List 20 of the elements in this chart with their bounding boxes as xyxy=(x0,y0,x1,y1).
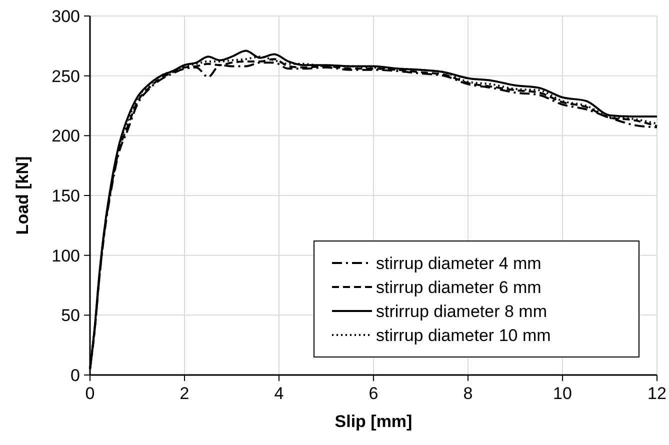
x-tick-label: 4 xyxy=(274,384,284,403)
y-tick-label: 250 xyxy=(52,66,80,86)
legend-label: stirrup diameter 10 mm xyxy=(376,326,551,345)
y-tick-label: 0 xyxy=(70,366,80,385)
x-tick-label: 10 xyxy=(553,384,572,403)
x-tick-label: 0 xyxy=(85,384,95,403)
legend-label: stirrup diameter 6 mm xyxy=(376,278,542,297)
y-tick-label: 150 xyxy=(52,186,80,206)
y-tick-label: 200 xyxy=(52,126,80,146)
x-axis-title: Slip [mm] xyxy=(334,412,412,431)
x-tick-label: 6 xyxy=(368,384,378,403)
legend-label: stirrup diameter 4 mm xyxy=(376,254,542,273)
y-tick-label: 300 xyxy=(52,6,80,26)
x-tick-label: 2 xyxy=(180,384,190,403)
y-tick-label: 100 xyxy=(52,246,80,266)
x-tick-label: 12 xyxy=(648,384,666,403)
x-tick-label: 8 xyxy=(463,384,473,403)
legend-label: strirrup diameter 8 mm xyxy=(376,302,547,321)
y-tick-label: 50 xyxy=(61,306,80,326)
y-axis-title: Load [kN] xyxy=(13,156,32,235)
